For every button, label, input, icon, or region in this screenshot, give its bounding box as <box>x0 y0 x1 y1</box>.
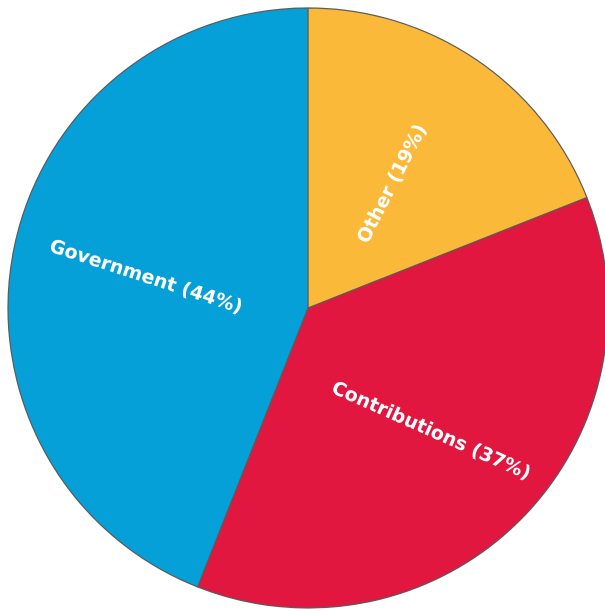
pie-slice-government <box>7 7 309 588</box>
pie-slice-contributions <box>196 196 605 609</box>
pie-slice-other <box>307 7 588 309</box>
